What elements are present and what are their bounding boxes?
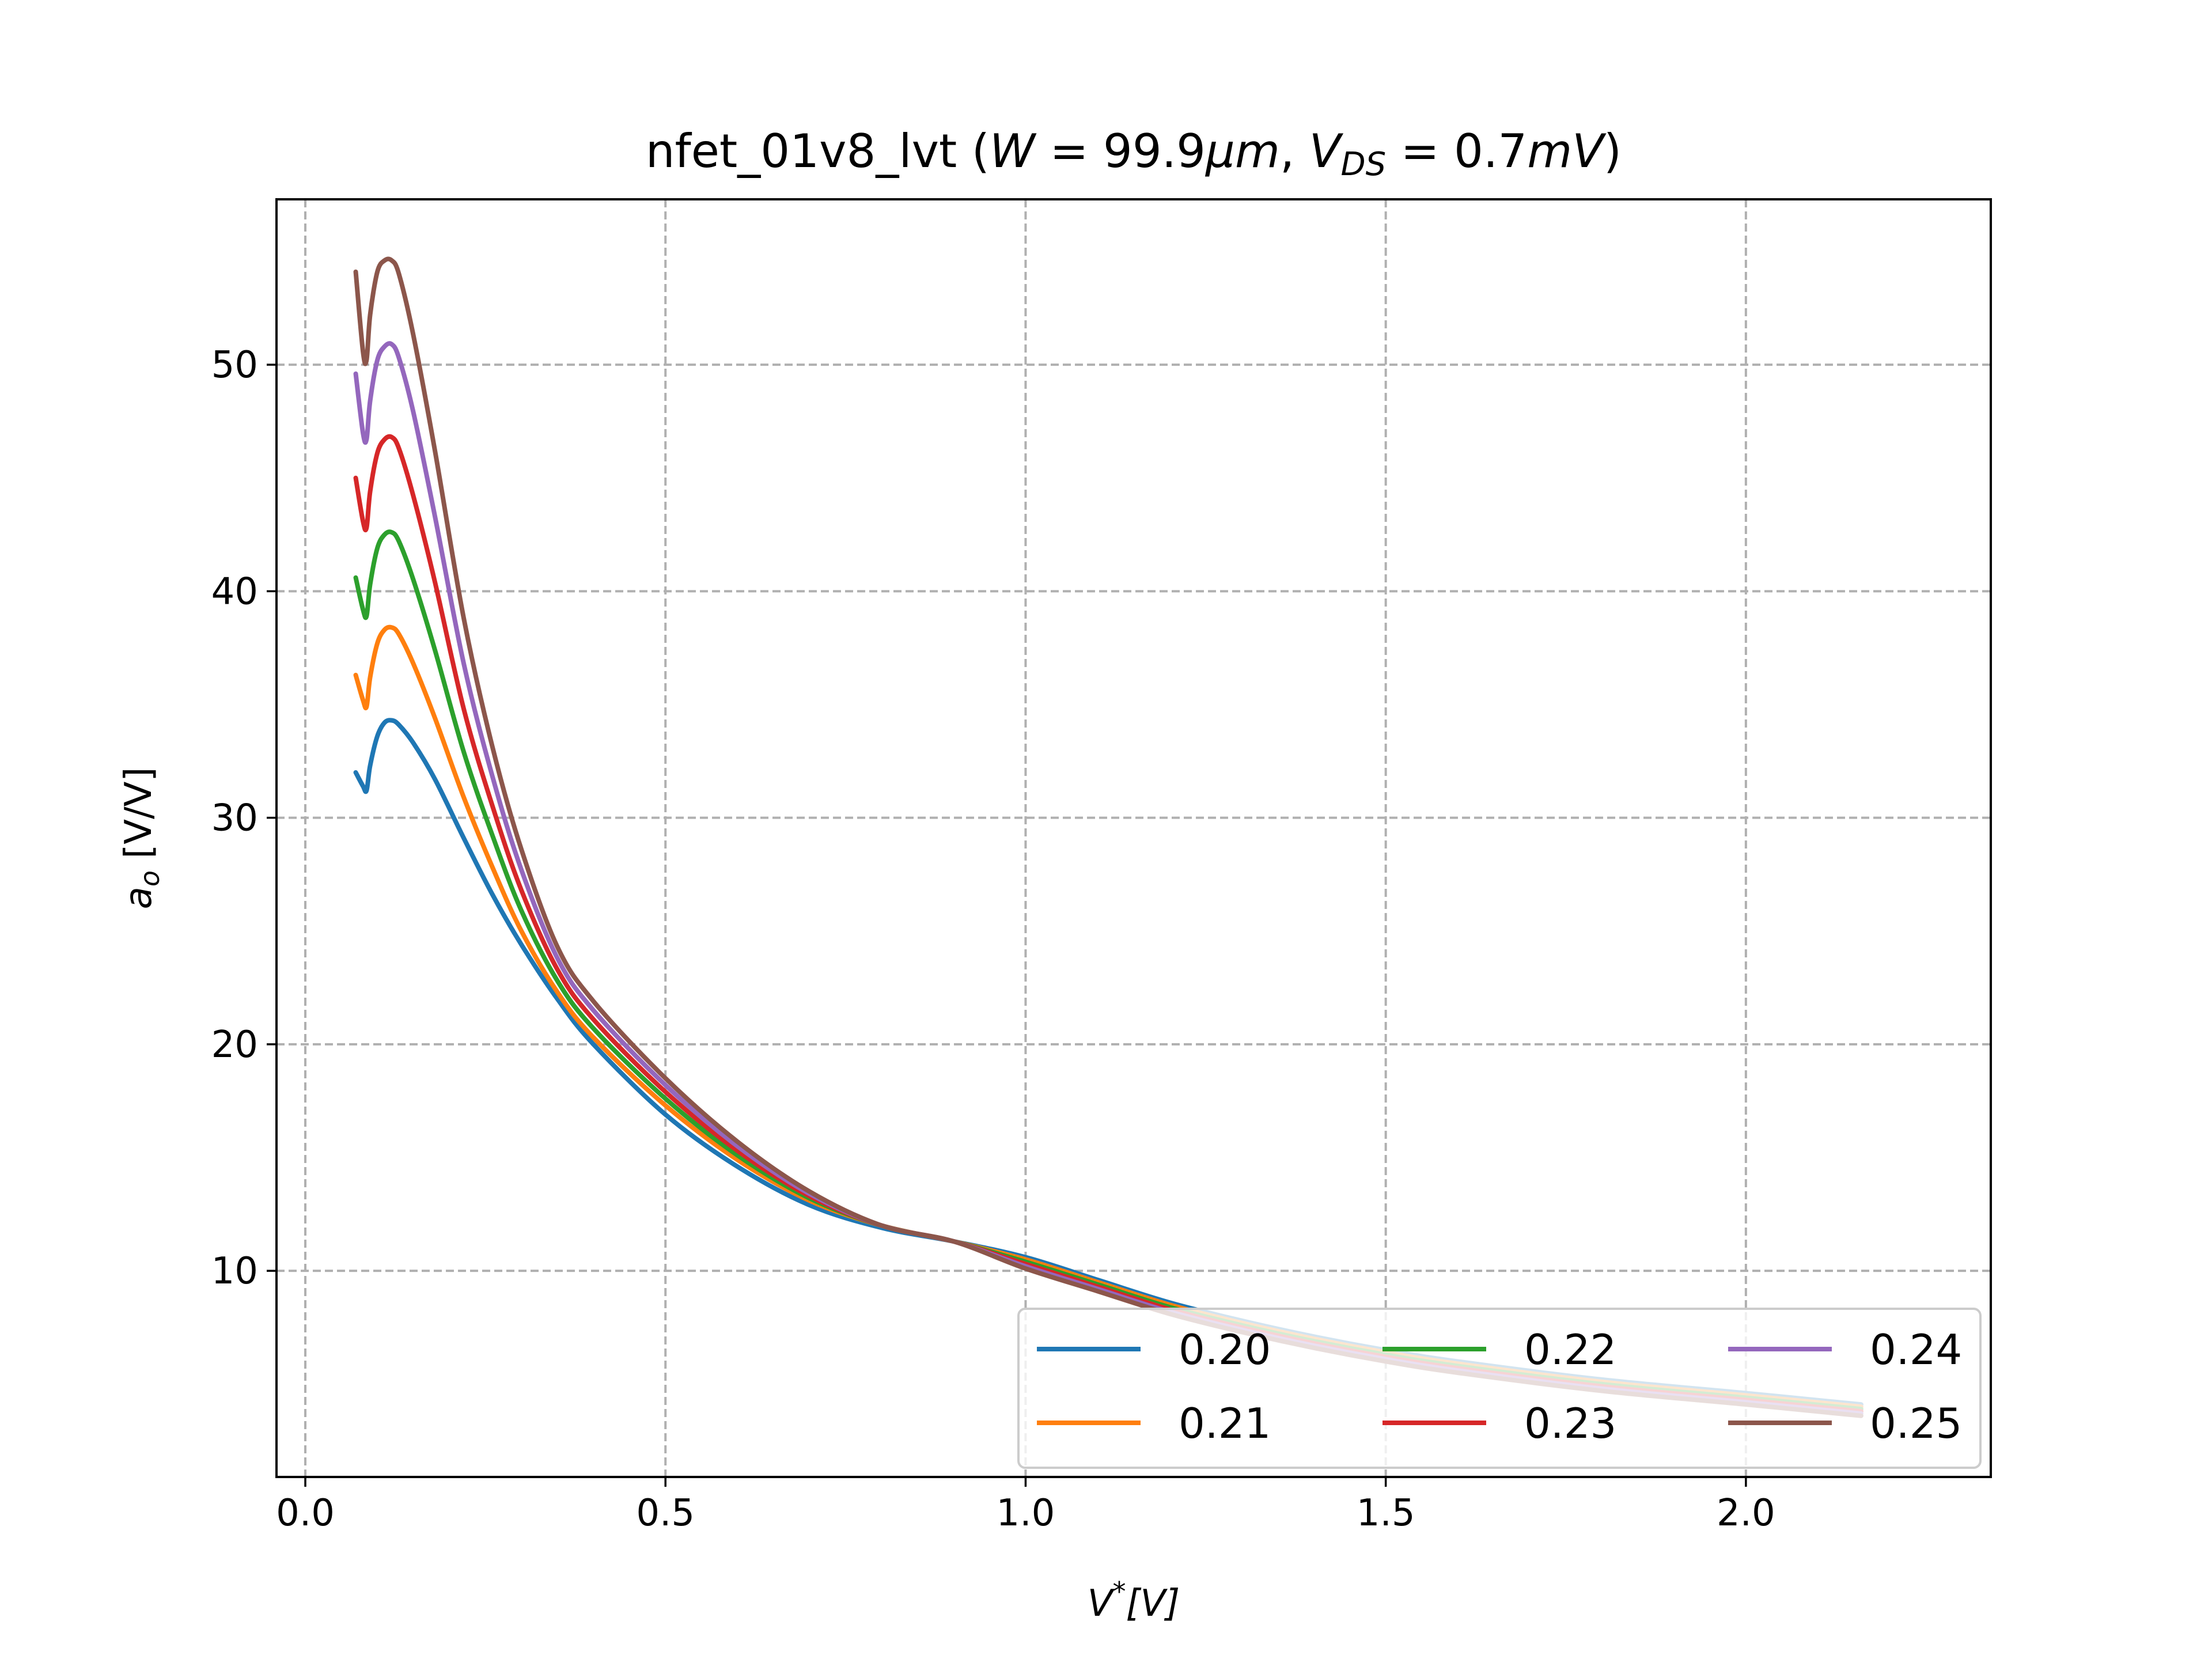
legend-label: 0.23 (1524, 1399, 1616, 1448)
x-tick-label: 0.5 (636, 1492, 695, 1535)
y-axis-label: ao [V/V] (118, 767, 165, 910)
y-tick-label: 10 (211, 1250, 258, 1293)
legend-label: 0.21 (1179, 1399, 1271, 1448)
legend-entry-0.25: 0.25 (1728, 1399, 1962, 1448)
legend-entry-0.23: 0.23 (1382, 1399, 1616, 1448)
grid (276, 199, 1991, 1477)
legend: 0.20 0.21 0.22 0.23 0.24 0.25 (1017, 1308, 1982, 1469)
y-tick-label: 40 (211, 570, 258, 613)
legend-label: 0.24 (1870, 1325, 1962, 1374)
plot-frame (275, 198, 1992, 1478)
y-tick-label: 30 (211, 797, 258, 840)
x-tick-label: 0.0 (276, 1492, 335, 1535)
axis-ticks: 0.0 0.5 1.0 1.5 2.0 10 20 30 40 50 (211, 344, 1775, 1535)
y-tick-label: 20 (211, 1024, 258, 1066)
legend-label: 0.25 (1870, 1399, 1962, 1448)
legend-label: 0.20 (1179, 1325, 1271, 1374)
legend-box (1017, 1308, 1982, 1469)
chart-title: nfet_01v8_lvt (W = 99.9μm, VDS = 0.7mV) (646, 124, 1622, 183)
x-tick-label: 1.0 (997, 1492, 1055, 1535)
legend-entry-0.20: 0.20 (1037, 1325, 1271, 1374)
x-tick-label: 1.5 (1357, 1492, 1415, 1535)
legend-entry-0.24: 0.24 (1728, 1325, 1962, 1374)
y-tick-label: 50 (211, 344, 258, 387)
legend-label: 0.22 (1524, 1325, 1616, 1374)
x-axis-label: V*[V] (1088, 1576, 1180, 1625)
legend-entry-0.22: 0.22 (1382, 1325, 1616, 1374)
legend-entry-0.21: 0.21 (1037, 1399, 1271, 1448)
x-tick-label: 2.0 (1717, 1492, 1775, 1535)
